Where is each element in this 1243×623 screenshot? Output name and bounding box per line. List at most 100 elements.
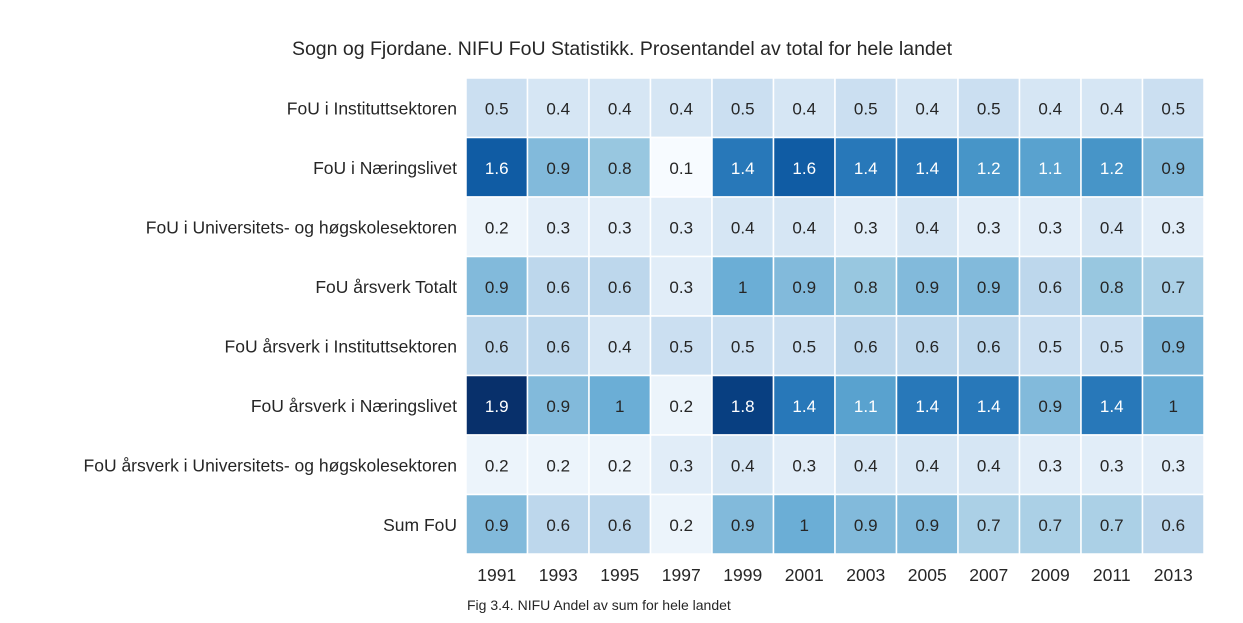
cell-value-label: 0.8: [608, 159, 632, 178]
cell-value-label: 0.6: [546, 337, 570, 356]
heatmap-cell: [772, 136, 836, 198]
cell-value-label: 0.4: [731, 456, 755, 475]
cell-value-label: 0.4: [546, 99, 570, 118]
cell-value-label: 0.7: [1161, 278, 1185, 297]
heatmap-cell: [895, 315, 959, 377]
cell-value-label: 0.2: [546, 456, 570, 475]
heatmap-cell: [711, 315, 775, 377]
cell-value-label: 1.6: [485, 159, 509, 178]
row-label: Sum FoU: [383, 515, 457, 535]
column-label: 1991: [477, 565, 516, 585]
cell-value-label: 0.5: [485, 99, 509, 118]
cell-value-label: 0.9: [915, 516, 939, 535]
row-label: FoU årsverk i Universitets- og høgskoles…: [84, 455, 457, 475]
heatmap-cell: [1080, 434, 1144, 496]
cell-value-label: 0.2: [669, 516, 693, 535]
heatmap-cell: [588, 434, 652, 496]
heatmap-cell: [772, 77, 836, 139]
column-label: 2009: [1031, 565, 1070, 585]
heatmap-cell: [834, 374, 898, 436]
cell-value-label: 0.6: [1038, 278, 1062, 297]
cell-value-label: 1.1: [854, 397, 878, 416]
cell-value-label: 0.3: [1161, 456, 1185, 475]
heatmap-cell: [895, 136, 959, 198]
cell-value-label: 0.1: [669, 159, 693, 178]
heatmap-cell: [526, 493, 590, 555]
heatmap-cell: [711, 434, 775, 496]
cell-value-label: 1.4: [731, 159, 755, 178]
cell-value-label: 0.5: [669, 337, 693, 356]
cell-value-label: 0.9: [546, 159, 570, 178]
cell-value-label: 0.9: [977, 278, 1001, 297]
heatmap-cells: [465, 77, 1205, 555]
heatmap-cell: [957, 255, 1021, 317]
cell-value-label: 0.9: [1161, 337, 1185, 356]
heatmap-cell: [1141, 493, 1205, 555]
heatmap-cell: [465, 434, 529, 496]
cell-value-label: 1: [738, 278, 747, 297]
cell-value-label: 0.4: [608, 337, 632, 356]
cell-value-label: 0.3: [669, 278, 693, 297]
column-label: 2011: [1093, 565, 1131, 585]
cell-value-label: 0.5: [792, 337, 816, 356]
cell-value-label: 0.6: [546, 278, 570, 297]
heatmap-cell: [834, 136, 898, 198]
cell-value-label: 0.3: [977, 218, 1001, 237]
heatmap-cell: [649, 255, 713, 317]
cell-value-label: 0.8: [1100, 278, 1124, 297]
cell-value-label: 1: [1169, 397, 1178, 416]
cell-value-label: 0.7: [1100, 516, 1124, 535]
column-label: 1993: [539, 565, 578, 585]
cell-value-label: 0.4: [792, 218, 816, 237]
cell-value-label: 0.4: [915, 99, 939, 118]
heatmap-cell: [465, 374, 529, 436]
column-label: 1999: [723, 565, 762, 585]
heatmap-cell: [834, 493, 898, 555]
column-label: 2001: [785, 565, 824, 585]
cell-value-label: 1.2: [1100, 159, 1124, 178]
cell-value-label: 0.6: [977, 337, 1001, 356]
heatmap-cell: [649, 136, 713, 198]
cell-value-label: 0.9: [915, 278, 939, 297]
heatmap-cell: [957, 493, 1021, 555]
cell-value-label: 0.3: [1100, 456, 1124, 475]
cell-value-label: 1: [615, 397, 624, 416]
heatmap-cell: [772, 255, 836, 317]
heatmap-cell: [465, 77, 529, 139]
cell-value-label: 1: [800, 516, 809, 535]
cell-value-label: 0.4: [731, 218, 755, 237]
heatmap-cell: [1141, 434, 1205, 496]
cell-value-label: 1.4: [915, 397, 939, 416]
heatmap-cell: [1018, 136, 1082, 198]
cell-value-label: 0.5: [1161, 99, 1185, 118]
cell-value-label: 0.5: [1038, 337, 1062, 356]
row-label: FoU årsverk i Næringslivet: [251, 396, 457, 416]
heatmap-cell: [649, 196, 713, 258]
cell-value-label: 0.9: [485, 516, 509, 535]
heatmap-cell: [1141, 77, 1205, 139]
cell-value-label: 0.3: [1038, 218, 1062, 237]
cell-value-label: 0.9: [731, 516, 755, 535]
row-label: FoU i Universitets- og høgskolesektoren: [146, 217, 457, 237]
cell-value-label: 0.4: [792, 99, 816, 118]
column-label: 2007: [969, 565, 1008, 585]
cell-value-label: 1.4: [854, 159, 878, 178]
heatmap-cell: [1018, 255, 1082, 317]
cell-value-label: 0.2: [608, 456, 632, 475]
heatmap-cell: [1141, 196, 1205, 258]
cell-value-label: 1.4: [1100, 397, 1124, 416]
column-label: 2005: [908, 565, 947, 585]
cell-value-label: 0.6: [608, 278, 632, 297]
row-label: FoU årsverk Totalt: [315, 277, 457, 297]
cell-value-label: 0.4: [608, 99, 632, 118]
cell-value-label: 0.3: [792, 456, 816, 475]
row-label: FoU i Næringslivet: [313, 158, 457, 178]
heatmap-cell: [895, 77, 959, 139]
cell-value-label: 0.5: [977, 99, 1001, 118]
heatmap-cell-labels: 0.5 0.4 0.4 0.4 0.5 0.4 0.5 0.4 0.5 0.4 0.4 0.5 1.6 0…: [485, 99, 1185, 535]
cell-value-label: 0.6: [1161, 516, 1185, 535]
row-labels: FoU i Instituttsektoren FoU i Næringslive…: [84, 98, 458, 535]
heatmap-cell: [465, 315, 529, 377]
cell-value-label: 0.5: [731, 99, 755, 118]
